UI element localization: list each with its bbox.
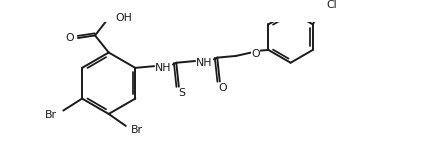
Text: Cl: Cl <box>326 0 336 10</box>
Text: S: S <box>178 88 184 98</box>
Text: O: O <box>217 83 226 93</box>
Text: Br: Br <box>131 125 142 135</box>
Text: O: O <box>65 33 73 43</box>
Text: NH: NH <box>196 58 212 68</box>
Text: Br: Br <box>44 110 56 120</box>
Text: NH: NH <box>155 63 171 73</box>
Text: O: O <box>251 49 260 59</box>
Text: OH: OH <box>115 12 132 23</box>
